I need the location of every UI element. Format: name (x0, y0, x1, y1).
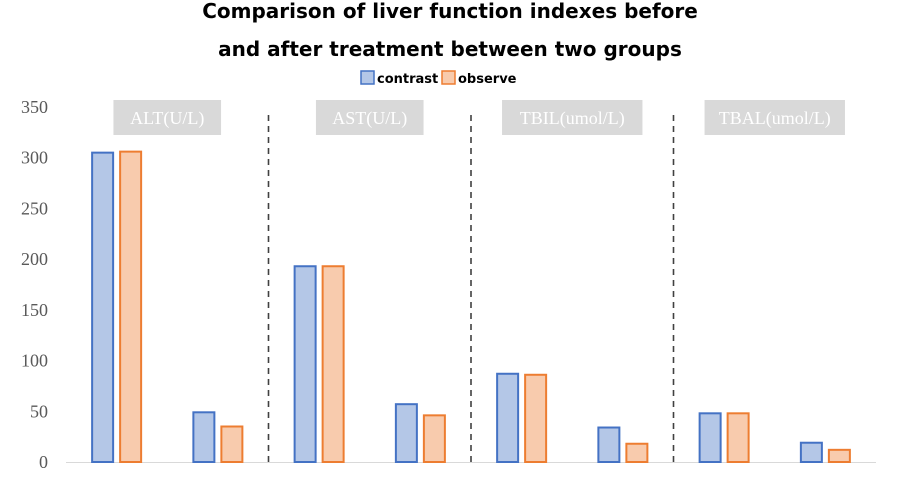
bar-observe (625, 442, 649, 464)
group-label-box (502, 100, 643, 135)
bar-observe (726, 412, 750, 464)
group-label: AST(U/L) (332, 108, 407, 129)
bar-observe (827, 448, 851, 464)
legend-swatch-contrast (360, 70, 375, 85)
y-tick-label: 50 (30, 401, 48, 421)
bar-contrast (394, 403, 418, 463)
chart-title-line: Comparison of liver function indexes bef… (202, 0, 698, 23)
y-tick-label: 100 (21, 351, 48, 371)
bar-contrast (91, 151, 115, 463)
bar-observe (321, 265, 345, 463)
group-label: TBIL(umol/L) (520, 108, 625, 129)
group-label: TBAL(umol/L) (719, 108, 831, 129)
group-label: ALT(U/L) (130, 108, 204, 129)
legend-label-contrast: contrast (377, 72, 438, 87)
y-tick-label: 200 (21, 249, 48, 269)
bar-contrast (799, 441, 823, 464)
bar-observe (422, 414, 446, 464)
bar-contrast (698, 412, 722, 464)
y-tick-label: 0 (39, 452, 48, 472)
bar-contrast (496, 372, 520, 463)
bar-observe (119, 150, 143, 463)
y-tick-label: 350 (21, 97, 48, 117)
y-tick-label: 150 (21, 300, 48, 320)
bar-contrast (192, 411, 216, 463)
y-tick-label: 300 (21, 148, 48, 168)
bar-contrast (293, 265, 317, 463)
y-tick-label: 250 (21, 198, 48, 218)
bar-contrast (597, 426, 621, 463)
legend-swatch-observe (441, 70, 456, 85)
bar-observe (524, 373, 548, 463)
legend-label-observe: observe (458, 72, 517, 87)
group-label-box (113, 100, 222, 135)
bar-observe (220, 425, 244, 463)
group-label-box (704, 100, 845, 135)
group-label-box (315, 100, 424, 135)
chart-title-line: and after treatment between two groups (218, 37, 682, 61)
